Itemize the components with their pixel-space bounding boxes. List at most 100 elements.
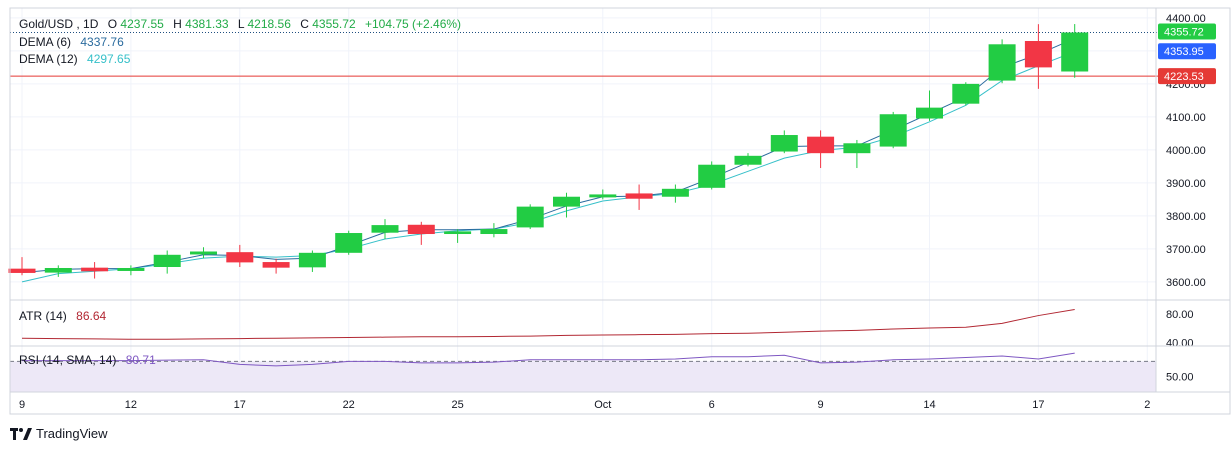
legend-dema6[interactable]: DEMA (6) 4337.76 (19, 35, 124, 49)
candle[interactable] (661, 184, 689, 203)
candle-body (371, 225, 399, 233)
time-tick-label: Oct (594, 399, 611, 411)
candle[interactable] (371, 219, 399, 239)
symbol-label: Gold/USD (19, 17, 73, 31)
candle[interactable] (117, 265, 145, 276)
candle[interactable] (444, 229, 472, 243)
candle-body (262, 262, 290, 268)
candle-body (81, 267, 109, 272)
dema6-label: DEMA (6) (19, 35, 71, 49)
legend-rsi[interactable]: RSI (14, SMA, 14) 80.71 (19, 353, 156, 367)
candle[interactable] (770, 130, 798, 154)
legend-atr[interactable]: ATR (14) 86.64 (19, 309, 106, 323)
open-value: 4237.55 (120, 17, 164, 31)
rsi-value: 80.71 (126, 353, 156, 367)
pane-separators (9, 7, 1231, 415)
level-tag-bg (1158, 68, 1216, 85)
candle[interactable] (262, 258, 290, 274)
price-tick-label: 3700.00 (1166, 244, 1206, 256)
price-tick-label: 4400.00 (1166, 13, 1206, 25)
separator: , (76, 17, 83, 31)
price-tick-label: 4000.00 (1166, 145, 1206, 157)
time-tick-label: 9 (19, 399, 25, 411)
change-value: +104.75 (+2.46%) (365, 17, 461, 31)
candle-body (952, 83, 980, 104)
candle[interactable] (335, 230, 363, 255)
close-value: 4355.72 (312, 17, 356, 31)
candle-body (661, 188, 689, 197)
low-key: L (238, 17, 245, 31)
atr-tick-label: 40.00 (1166, 337, 1194, 349)
time-tick-label: 14 (923, 399, 935, 411)
candle[interactable] (298, 250, 326, 272)
price-grid (10, 8, 1156, 392)
candle-body (916, 107, 943, 119)
brand-name: TradingView (36, 426, 108, 441)
candle-body (879, 114, 907, 147)
candle[interactable] (516, 204, 544, 230)
candle-body (44, 267, 72, 273)
candle-body (117, 267, 145, 271)
dema6-value: 4337.76 (80, 35, 124, 49)
time-tick-label: 2 (1144, 399, 1150, 411)
candle-body (153, 254, 181, 268)
atr-line (21, 308, 1075, 340)
candle[interactable] (698, 161, 726, 190)
candle[interactable] (916, 90, 943, 121)
legend-dema12[interactable]: DEMA (12) 4297.65 (19, 52, 131, 66)
candle[interactable] (843, 139, 871, 169)
candle[interactable] (589, 189, 617, 200)
candle-body (480, 229, 508, 235)
candle[interactable] (625, 184, 653, 210)
tradingview-icon (10, 427, 32, 440)
candle[interactable] (1061, 24, 1089, 78)
candle-body (807, 136, 835, 154)
candle[interactable] (553, 192, 580, 218)
candles[interactable] (8, 24, 1089, 279)
price-tick-label: 3800.00 (1166, 211, 1206, 223)
candle[interactable] (807, 130, 835, 169)
time-tick-label: 9 (818, 399, 824, 411)
candle-body (407, 224, 435, 235)
atr-value: 86.64 (76, 309, 106, 323)
candle-body (8, 268, 36, 273)
dema12-line (21, 51, 1075, 283)
time-tick-label: 22 (343, 399, 355, 411)
candle[interactable] (153, 250, 181, 274)
candle[interactable] (8, 257, 36, 276)
candle[interactable] (988, 39, 1016, 84)
time-tick-label: 17 (234, 399, 246, 411)
level-lines (10, 32, 1160, 77)
candle[interactable] (81, 262, 109, 279)
candle[interactable] (407, 221, 435, 245)
candle-body (226, 252, 254, 263)
candle[interactable] (1024, 24, 1052, 89)
atr-pane[interactable]: 40.00 80.00 (21, 308, 1194, 349)
rsi-pane[interactable]: 50.00 (10, 352, 1194, 393)
price-pane[interactable]: 3600.00 3700.00 3800.00 3900.00 4000.00 4100.… (8, 8, 1217, 392)
interval-label: 1D (83, 17, 99, 31)
candle[interactable] (44, 265, 72, 277)
candle-body (298, 252, 326, 268)
candle[interactable] (879, 111, 907, 149)
candle[interactable] (480, 223, 508, 238)
price-tick-label: 3600.00 (1166, 277, 1206, 289)
dema-tag: 4353.95 (1164, 46, 1204, 58)
candle-body (444, 231, 472, 235)
candle-body (625, 193, 653, 199)
dema12-value: 4297.65 (87, 52, 131, 66)
price-tick-label: 4100.00 (1166, 112, 1206, 124)
candle-body (335, 233, 363, 253)
high-key: H (173, 17, 182, 31)
candle[interactable] (734, 153, 762, 167)
candle[interactable] (226, 244, 254, 268)
time-axis: 9 12 17 22 25 Oct 6 9 14 17 2 (19, 399, 1150, 411)
brand-logo[interactable]: TradingView (10, 426, 108, 441)
candle[interactable] (190, 247, 217, 259)
candle-body (770, 135, 798, 152)
time-tick-label: 6 (709, 399, 715, 411)
dema6-layer (21, 37, 1075, 274)
candle[interactable] (952, 82, 980, 106)
open-key: O (108, 17, 117, 31)
